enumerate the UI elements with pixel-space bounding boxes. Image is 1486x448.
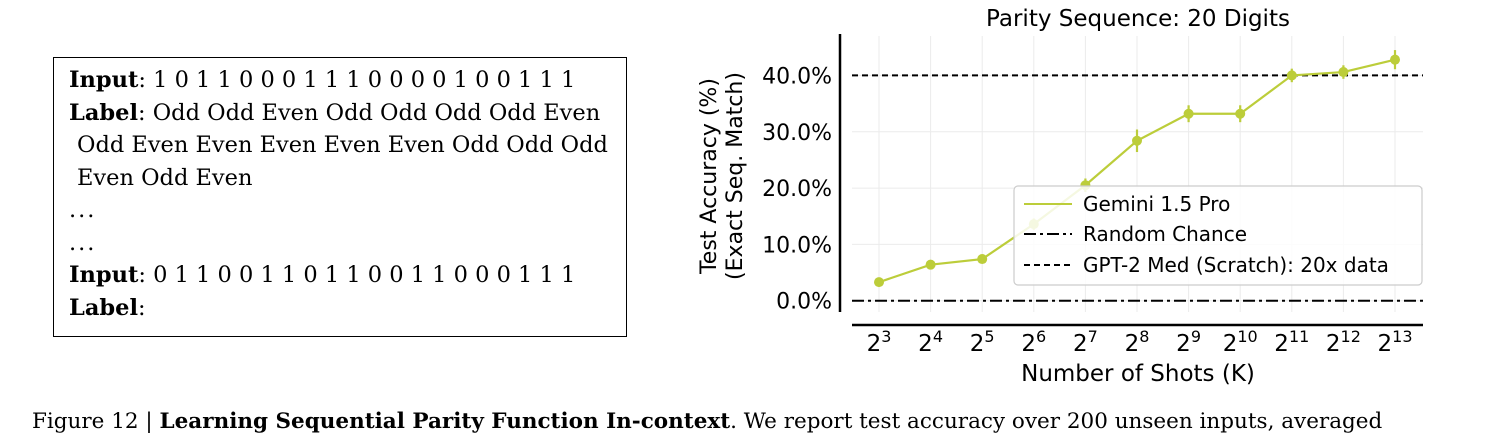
caption-text: . We report test accuracy over 200 unsee… xyxy=(730,409,1383,434)
data-point-5 xyxy=(1132,135,1142,146)
input-value: : 1 0 1 1 0 0 0 1 1 1 0 0 0 0 1 0 0 1 1 … xyxy=(138,67,576,93)
x-tick-label-9: 212 xyxy=(1326,327,1361,357)
x-tick-label-1: 24 xyxy=(918,327,943,357)
label-value-line2: Odd Even Even Even Even Even Odd Odd Odd xyxy=(77,132,608,158)
parity-accuracy-chart: 0.0%10.0%20.0%30.0%40.0% 23 24 25 26 27 28 29 2… xyxy=(697,6,1423,387)
ellipsis-2: ... xyxy=(69,229,97,256)
chart-title: Parity Sequence: 20 Digits xyxy=(986,6,1290,32)
label2-keyword: Label xyxy=(69,294,138,321)
prompt-example-box: Input: 1 0 1 1 0 0 0 1 1 1 0 0 0 0 1 0 0… xyxy=(53,57,627,337)
x-tick-label-3: 26 xyxy=(1021,327,1046,357)
prompt-input-line: Input: 1 0 1 1 0 0 0 1 1 1 0 0 0 0 1 0 0… xyxy=(69,64,626,97)
y-tick-label-3: 30.0% xyxy=(762,121,832,146)
x-tick-labels: 23 24 25 26 27 28 29 210 211 212 213 xyxy=(867,327,1413,357)
caption-title: Learning Sequential Parity Function In-c… xyxy=(159,409,731,434)
data-point-8 xyxy=(1286,70,1297,81)
prompt-label2-line: Label: xyxy=(69,292,626,325)
data-point-10 xyxy=(1390,54,1400,65)
label-value-line3: Even Odd Even xyxy=(77,164,253,191)
data-point-7 xyxy=(1235,108,1246,119)
data-point-9 xyxy=(1338,67,1349,78)
x-tick-label-5: 28 xyxy=(1125,327,1150,357)
data-point-0 xyxy=(874,277,884,288)
data-point-6 xyxy=(1183,108,1194,119)
y-axis-label-line2: (Exact Seq. Match) xyxy=(723,72,748,280)
x-tick-label-0: 23 xyxy=(867,327,892,357)
input-keyword: Input xyxy=(69,67,139,93)
x-tick-label-8: 211 xyxy=(1274,327,1309,357)
y-tick-label-2: 20.0% xyxy=(762,177,832,202)
legend-label-gemini: Gemini 1.5 Pro xyxy=(1083,192,1230,216)
y-tick-label-0: 0.0% xyxy=(776,290,832,315)
y-tick-label-4: 40.0% xyxy=(762,64,832,89)
y-axis-label-line1: Test Accuracy (%) xyxy=(697,78,722,275)
caption-prefix: Figure 12 | xyxy=(32,409,160,434)
label2-value: : xyxy=(138,294,146,321)
legend-label-random: Random Chance xyxy=(1083,222,1247,246)
x-tick-label-2: 25 xyxy=(970,327,995,357)
legend-label-gpt2: GPT-2 Med (Scratch): 20x data xyxy=(1083,253,1389,277)
y-tick-labels: 0.0% 10.0% 20.0% 30.0% 40.0% xyxy=(762,64,832,314)
legend-frame xyxy=(1013,185,1423,286)
x-tick-label-10: 213 xyxy=(1378,327,1413,357)
prompt-label-line: Label: Odd Odd Even Odd Odd Odd Odd Even xyxy=(69,97,626,130)
input2-keyword: Input xyxy=(69,262,139,288)
chart-legend: Gemini 1.5 Pro Random Chance GPT-2 Med (… xyxy=(1013,185,1423,286)
x-tick-label-7: 210 xyxy=(1223,327,1258,357)
chart-axes xyxy=(838,34,1423,327)
x-tick-label-6: 29 xyxy=(1176,327,1201,357)
ellipsis-1: ... xyxy=(69,197,97,223)
data-point-2 xyxy=(977,254,988,265)
label-value-line1: : Odd Odd Even Odd Odd Odd Odd Even xyxy=(138,99,601,126)
reference-lines xyxy=(852,74,1423,302)
data-point-1 xyxy=(925,259,936,270)
label-keyword: Label xyxy=(69,99,138,126)
y-tick-label-1: 10.0% xyxy=(762,233,832,258)
x-tick-label-4: 27 xyxy=(1073,327,1098,357)
x-axis-label: Number of Shots (K) xyxy=(1021,361,1255,387)
input2-value: : 0 1 1 0 0 1 1 0 1 1 0 0 1 1 0 0 0 1 1 … xyxy=(138,262,576,288)
figure-caption: Figure 12 | Learning Sequential Parity F… xyxy=(32,409,1472,434)
prompt-input2-line: Input: 0 1 1 0 0 1 1 0 1 1 0 0 1 1 0 0 0… xyxy=(69,259,626,292)
